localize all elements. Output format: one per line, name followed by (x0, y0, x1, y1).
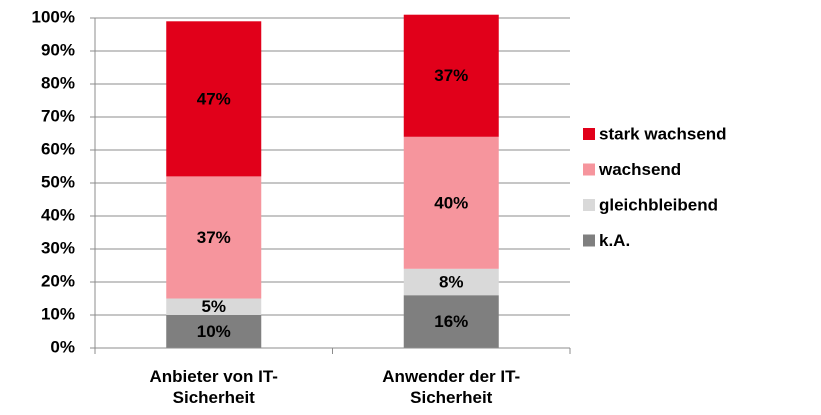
legend-swatch (583, 128, 595, 140)
bar-segment (403, 136, 499, 269)
data-label: 40% (434, 193, 468, 212)
legend-swatch (583, 163, 595, 176)
x-tick-label-box: Anbieter von IT-Sicherheit (149, 367, 278, 407)
data-label: 37% (434, 66, 468, 85)
legend-label: stark wachsend (599, 124, 727, 143)
y-tick-label: 10% (41, 304, 75, 323)
bar-segment (166, 21, 262, 177)
y-tick-label: 80% (41, 73, 75, 92)
bar-segment (403, 268, 499, 296)
legend-label: gleichbleibend (599, 195, 718, 214)
x-tick-label: Anwender der IT-Sicherheit (382, 367, 521, 407)
y-tick-label: 70% (41, 106, 75, 125)
y-tick-label: 50% (41, 172, 75, 191)
x-tick-label-box: Anwender der IT-Sicherheit (382, 367, 521, 407)
y-tick-label: 0% (50, 337, 75, 356)
legend-swatch (583, 234, 595, 247)
data-label: 5% (201, 297, 226, 316)
data-label: 37% (197, 228, 231, 247)
bar-segment (166, 176, 262, 299)
y-tick-label: 60% (41, 139, 75, 158)
data-label: 8% (439, 272, 464, 291)
bar-segment (166, 298, 262, 315)
bar-segment (403, 14, 499, 137)
legend-swatch (583, 199, 595, 211)
bar-segment (166, 315, 262, 348)
y-tick-label: 90% (41, 40, 75, 59)
y-tick-label: 100% (32, 7, 75, 26)
legend-label: k.A. (599, 231, 630, 250)
data-label: 47% (197, 89, 231, 108)
y-tick-label: 40% (41, 205, 75, 224)
bar-segment (403, 295, 499, 348)
x-tick-label: Anbieter von IT-Sicherheit (149, 367, 278, 407)
data-label: 10% (197, 322, 231, 341)
y-tick-label: 20% (41, 271, 75, 290)
data-label: 16% (434, 312, 468, 331)
y-tick-label: 30% (41, 238, 75, 257)
legend-label: wachsend (598, 160, 681, 179)
